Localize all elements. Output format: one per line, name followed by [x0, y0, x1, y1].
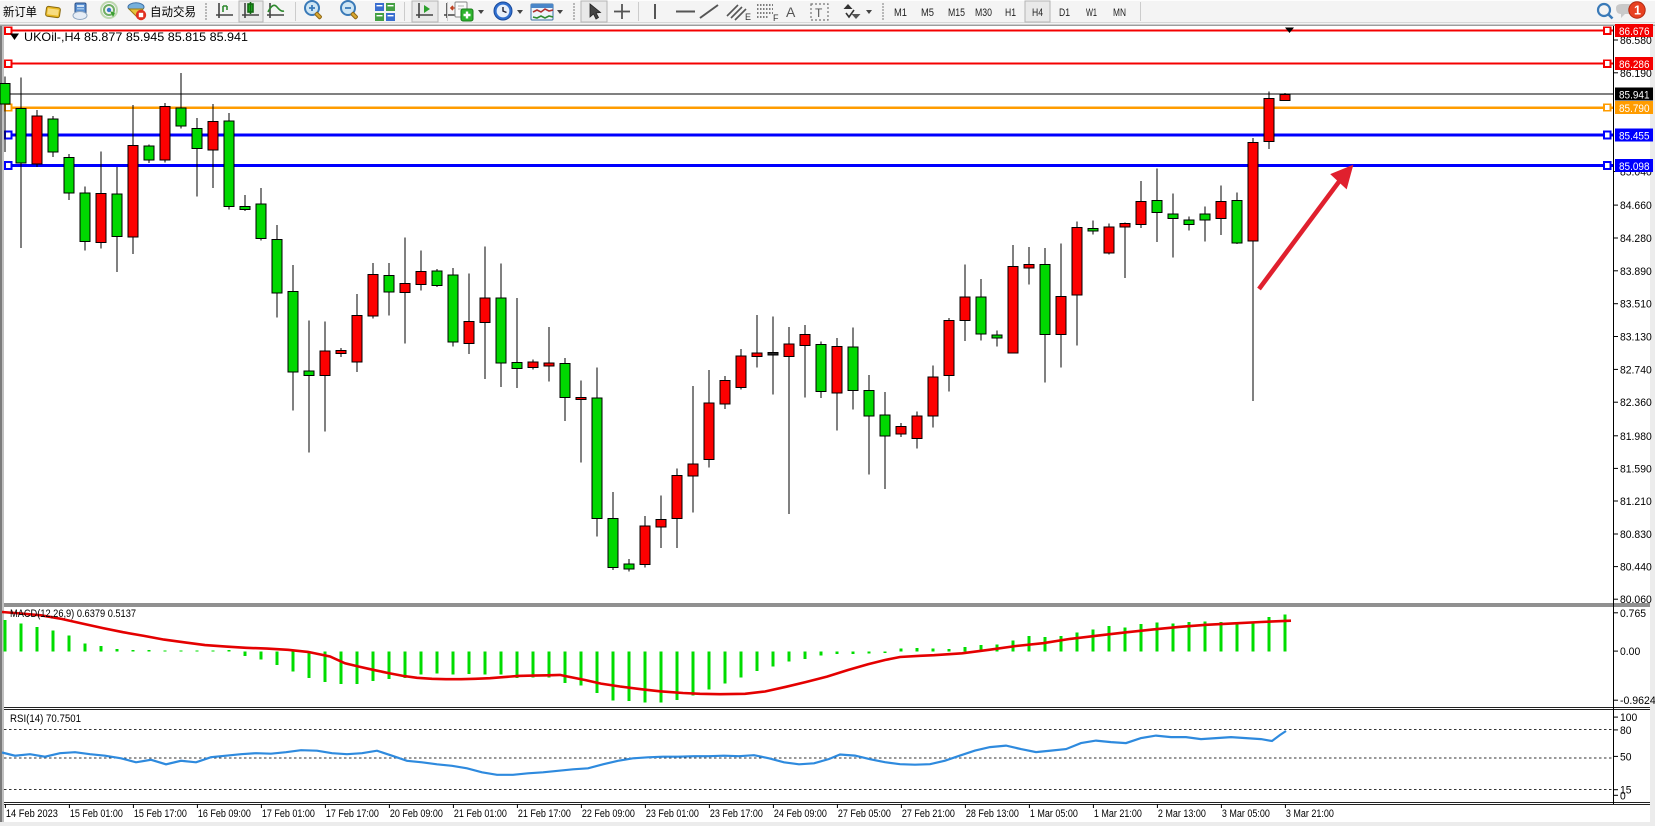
svg-text:自动交易: 自动交易	[150, 4, 196, 19]
svg-text:UKOil-,H4 85.877 85.945 85.81: UKOil-,H4 85.877 85.945 85.815 85.941	[24, 30, 248, 44]
svg-text:17 Feb 17:00: 17 Feb 17:00	[326, 808, 379, 820]
svg-text:H1: H1	[1005, 7, 1016, 19]
svg-text:20 Feb 09:00: 20 Feb 09:00	[390, 808, 443, 820]
svg-text:RSI(14) 70.7501: RSI(14) 70.7501	[10, 713, 81, 725]
svg-text:-0.9624: -0.9624	[1620, 695, 1655, 707]
svg-text:22 Feb 09:00: 22 Feb 09:00	[582, 808, 635, 820]
svg-text:16 Feb 09:00: 16 Feb 09:00	[198, 808, 251, 820]
svg-text:85.790: 85.790	[1619, 103, 1650, 115]
svg-text:80: 80	[1620, 725, 1632, 737]
svg-text:82.740: 82.740	[1620, 364, 1652, 376]
svg-text:1: 1	[1634, 4, 1641, 18]
svg-text:27 Feb 05:00: 27 Feb 05:00	[838, 808, 891, 820]
svg-text:2 Mar 13:00: 2 Mar 13:00	[1158, 808, 1206, 820]
svg-text:83.510: 83.510	[1620, 299, 1652, 311]
svg-text:E: E	[745, 12, 751, 22]
svg-text:80.060: 80.060	[1620, 594, 1652, 606]
svg-text:80.830: 80.830	[1620, 529, 1652, 541]
svg-text:86.580: 86.580	[1620, 35, 1652, 47]
svg-text:3 Mar 21:00: 3 Mar 21:00	[1286, 808, 1334, 820]
svg-text:3 Mar 05:00: 3 Mar 05:00	[1222, 808, 1270, 820]
svg-text:H4: H4	[1032, 7, 1043, 19]
svg-text:28 Feb 13:00: 28 Feb 13:00	[966, 808, 1019, 820]
svg-text:80.440: 80.440	[1620, 562, 1652, 574]
svg-text:M15: M15	[948, 7, 965, 19]
svg-text:21 Feb 01:00: 21 Feb 01:00	[454, 808, 507, 820]
svg-text:21 Feb 17:00: 21 Feb 17:00	[518, 808, 571, 820]
svg-text:86.190: 86.190	[1620, 68, 1652, 80]
svg-text:17 Feb 01:00: 17 Feb 01:00	[262, 808, 315, 820]
svg-text:T: T	[815, 6, 823, 20]
svg-text:新订单: 新订单	[3, 4, 37, 19]
svg-text:1 Mar 21:00: 1 Mar 21:00	[1094, 808, 1142, 820]
svg-text:84.280: 84.280	[1620, 233, 1652, 245]
svg-text:M30: M30	[975, 7, 992, 19]
svg-text:23 Feb 01:00: 23 Feb 01:00	[646, 808, 699, 820]
svg-text:50: 50	[1620, 751, 1632, 763]
svg-text:81.980: 81.980	[1620, 431, 1652, 443]
svg-text:83.890: 83.890	[1620, 266, 1652, 278]
svg-text:A: A	[786, 4, 796, 20]
svg-text:100: 100	[1620, 712, 1637, 724]
svg-text:83.130: 83.130	[1620, 332, 1652, 344]
svg-text:85.941: 85.941	[1619, 90, 1650, 102]
svg-text:F: F	[773, 13, 779, 23]
svg-text:15 Feb 01:00: 15 Feb 01:00	[70, 808, 123, 820]
svg-text:24 Feb 09:00: 24 Feb 09:00	[774, 808, 827, 820]
svg-text:W1: W1	[1086, 7, 1097, 19]
svg-text:0.765: 0.765	[1620, 608, 1646, 620]
svg-text:82.360: 82.360	[1620, 397, 1652, 409]
svg-text:0: 0	[1620, 790, 1626, 802]
svg-text:M5: M5	[921, 7, 934, 19]
svg-text:27 Feb 21:00: 27 Feb 21:00	[902, 808, 955, 820]
svg-text:84.660: 84.660	[1620, 200, 1652, 212]
svg-text:M1: M1	[894, 7, 907, 19]
svg-text:23 Feb 17:00: 23 Feb 17:00	[710, 808, 763, 820]
svg-text:86.286: 86.286	[1619, 59, 1650, 71]
svg-text:15: 15	[1620, 785, 1632, 797]
svg-text:D1: D1	[1059, 7, 1070, 19]
svg-text:85.098: 85.098	[1619, 161, 1650, 173]
svg-text:MACD(12,26,9) 0.6379 0.5137: MACD(12,26,9) 0.6379 0.5137	[10, 608, 136, 620]
svg-text:81.210: 81.210	[1620, 496, 1652, 508]
svg-text:85.455: 85.455	[1619, 131, 1650, 143]
svg-text:86.676: 86.676	[1619, 26, 1650, 38]
svg-text:15 Feb 17:00: 15 Feb 17:00	[134, 808, 187, 820]
svg-text:14 Feb 2023: 14 Feb 2023	[6, 808, 58, 820]
svg-text:MN: MN	[1113, 7, 1126, 19]
svg-text:1 Mar 05:00: 1 Mar 05:00	[1030, 808, 1078, 820]
svg-text:0.00: 0.00	[1620, 646, 1640, 658]
svg-text:81.590: 81.590	[1620, 463, 1652, 475]
